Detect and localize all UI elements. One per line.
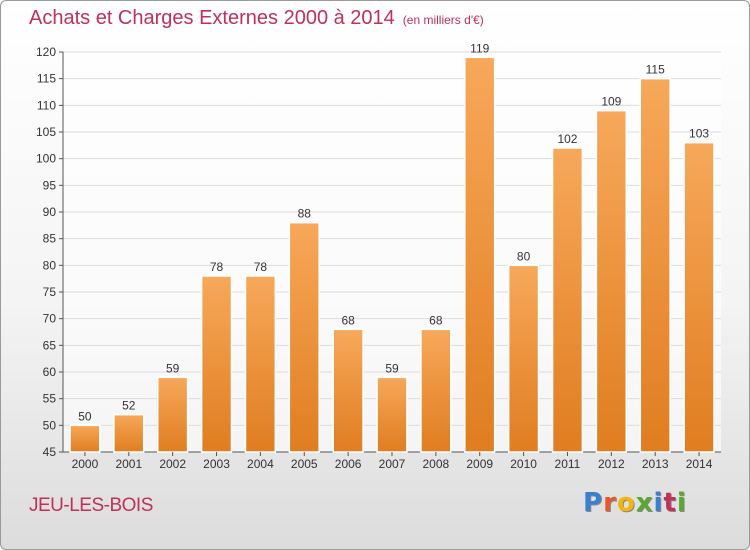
bar	[288, 221, 320, 453]
data-label: 88	[298, 207, 312, 221]
y-tick-label: 90	[43, 205, 57, 219]
bar	[113, 413, 145, 453]
y-tick-label: 50	[43, 418, 57, 432]
x-tick-label: 2014	[686, 457, 713, 471]
bar	[332, 328, 364, 453]
bar	[639, 77, 671, 453]
logo-letter: r	[603, 488, 617, 518]
logo-letter: i	[653, 488, 664, 518]
data-label: 78	[254, 260, 268, 274]
y-tick-label: 110	[37, 98, 56, 112]
logo-letter: o	[616, 488, 636, 518]
proxiti-logo: Proxiti	[583, 488, 687, 518]
logo-letter: P	[583, 488, 604, 518]
bar	[551, 147, 584, 453]
data-label: 59	[385, 361, 399, 375]
bar	[69, 424, 101, 453]
x-tick-label: 2000	[72, 457, 99, 471]
data-label: 78	[210, 260, 224, 274]
x-tick-label: 2006	[335, 457, 362, 471]
x-tick-label: 2011	[555, 457, 581, 471]
x-tick-label: 2004	[247, 457, 274, 471]
y-tick-label: 85	[43, 232, 57, 246]
y-tick-label: 115	[37, 72, 56, 86]
y-tick-label: 60	[43, 365, 57, 379]
bar	[420, 328, 452, 453]
logo-letter: t	[663, 488, 677, 518]
title-text: Achats et Charges Externes 2000 à 2014	[29, 7, 395, 29]
data-label: 115	[646, 63, 665, 77]
bar	[683, 141, 715, 453]
y-tick-label: 65	[43, 338, 57, 352]
y-tick-label: 70	[43, 312, 57, 326]
chart-title: Achats et Charges Externes 2000 à 2014 (e…	[29, 7, 484, 30]
x-tick-label: 2008	[423, 457, 450, 471]
x-tick-label: 2012	[598, 457, 625, 471]
bar	[200, 275, 233, 453]
x-tick-label: 2010	[510, 457, 537, 471]
bar	[464, 56, 496, 453]
data-label: 68	[341, 313, 355, 327]
bar	[157, 376, 189, 453]
bar	[507, 264, 540, 453]
logo-letter: x	[635, 488, 654, 518]
bar	[244, 275, 277, 453]
y-tick-label: 95	[43, 178, 57, 192]
y-tick-label: 75	[43, 285, 57, 299]
y-tick-label: 105	[36, 125, 56, 139]
commune-name: JEU-LES-BOIS	[29, 495, 153, 516]
data-label: 50	[78, 409, 92, 423]
data-label: 68	[429, 313, 443, 327]
x-tick-label: 2001	[115, 457, 142, 471]
y-tick-label: 45	[43, 445, 57, 459]
data-label: 109	[601, 95, 621, 109]
x-tick-label: 2007	[379, 457, 406, 471]
x-tick-label: 2002	[159, 457, 186, 471]
y-tick-label: 55	[43, 392, 57, 406]
x-tick-label: 2005	[291, 457, 318, 471]
y-tick-label: 100	[36, 152, 56, 166]
data-label: 59	[166, 361, 180, 375]
bar	[595, 109, 627, 453]
data-label: 52	[122, 399, 136, 413]
data-label: 103	[689, 127, 709, 141]
y-tick-label: 80	[43, 258, 57, 272]
x-tick-label: 2013	[642, 457, 669, 471]
x-tick-label: 2009	[466, 457, 493, 471]
bar	[376, 376, 408, 453]
chart-subtitle: (en milliers d'€)	[402, 13, 484, 27]
logo-letter: i	[676, 488, 687, 518]
data-label: 119	[470, 41, 489, 55]
data-label: 102	[557, 132, 577, 146]
data-label: 80	[517, 249, 531, 263]
x-tick-label: 2003	[203, 457, 230, 471]
y-tick-label: 120	[36, 45, 56, 59]
